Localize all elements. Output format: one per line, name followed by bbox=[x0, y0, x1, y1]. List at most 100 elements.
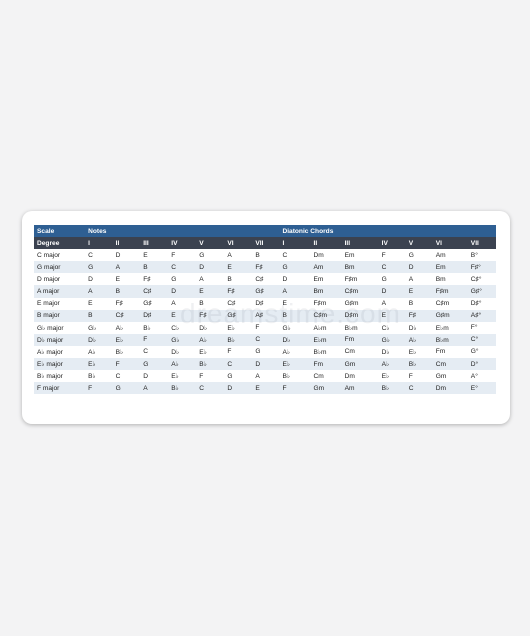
note-cell: C bbox=[112, 370, 141, 383]
note-cell: A♭ bbox=[85, 345, 113, 359]
note-cell: E♭ bbox=[85, 358, 113, 371]
note-cell: A♭ bbox=[168, 358, 197, 371]
chord-cell: G♯m bbox=[341, 297, 379, 310]
notes-degree-1: I bbox=[85, 237, 113, 250]
chords-degree-5: V bbox=[405, 237, 433, 250]
note-cell: B♭ bbox=[140, 321, 169, 334]
chord-cell: E♭m bbox=[432, 321, 468, 334]
note-cell: D♭ bbox=[168, 345, 197, 359]
notes-degree-6: VI bbox=[224, 237, 253, 250]
note-cell: B♭ bbox=[112, 345, 141, 359]
chord-cell: F bbox=[279, 382, 311, 395]
note-cell: C♭ bbox=[168, 321, 197, 334]
chord-cell: A♭ bbox=[405, 333, 433, 346]
note-cell: G bbox=[224, 370, 253, 383]
note-cell: C♯ bbox=[140, 285, 169, 298]
chord-cell: Bm bbox=[341, 261, 379, 274]
note-cell: D♭ bbox=[85, 333, 113, 346]
chord-cell: D bbox=[378, 285, 406, 298]
note-cell: F♯ bbox=[196, 309, 225, 322]
chord-cell: E bbox=[405, 285, 433, 298]
table-row: A♭ major A♭ B♭ C D♭ E♭ F G A♭ B♭m Cm D♭ E♭ Fm G° bbox=[34, 345, 496, 359]
chord-cell: D♯m bbox=[341, 309, 379, 322]
chord-cell: G♯m bbox=[432, 309, 468, 322]
note-cell: A bbox=[140, 382, 169, 395]
chord-cell: E♭ bbox=[405, 345, 433, 359]
chord-cell: Em bbox=[310, 273, 342, 286]
note-cell: B bbox=[196, 297, 225, 310]
chords-header: Diatonic Chords bbox=[279, 225, 496, 238]
chord-cell: B♭m bbox=[432, 333, 468, 346]
chord-cell: D♯° bbox=[467, 297, 496, 310]
note-cell: C bbox=[196, 382, 225, 395]
scale-name-cell: A♭ major bbox=[34, 345, 86, 359]
note-cell: F♯ bbox=[252, 261, 280, 274]
chord-cell: F♯m bbox=[310, 297, 342, 310]
note-cell: E bbox=[112, 273, 141, 286]
degree-header-row: Degree I II III IV V VI VII I II III IV V VI VII bbox=[34, 237, 496, 250]
note-cell: E bbox=[252, 382, 280, 395]
chord-cell: B° bbox=[467, 249, 496, 262]
chord-cell: D bbox=[279, 273, 311, 286]
note-cell: G♯ bbox=[252, 285, 280, 298]
note-cell: G bbox=[112, 382, 141, 395]
chord-cell: Em bbox=[432, 261, 468, 274]
note-cell: G bbox=[252, 345, 280, 359]
scale-name-cell: G major bbox=[34, 261, 86, 274]
group-header-row: Scale Notes Diatonic Chords bbox=[34, 225, 496, 238]
note-cell: A bbox=[168, 297, 197, 310]
scale-name-cell: C major bbox=[34, 249, 86, 262]
note-cell: C♯ bbox=[112, 309, 141, 322]
note-cell: A♯ bbox=[252, 309, 280, 322]
chord-cell: Em bbox=[341, 249, 379, 262]
chord-cell: E♭ bbox=[279, 358, 311, 371]
note-cell: G bbox=[85, 261, 113, 274]
note-cell: C bbox=[85, 249, 113, 262]
chord-cell: D♭ bbox=[378, 345, 406, 359]
note-cell: D♯ bbox=[252, 297, 280, 310]
chord-cell: E bbox=[378, 309, 406, 322]
chord-cell: F♯ bbox=[405, 309, 433, 322]
chord-cell: Bm bbox=[310, 285, 342, 298]
chord-cell: F♯m bbox=[341, 273, 379, 286]
note-cell: F bbox=[140, 333, 169, 346]
note-cell: F bbox=[112, 358, 141, 371]
table-row: B♭ major B♭ C D E♭ F G A B♭ Cm Dm E♭ F Gm A° bbox=[34, 370, 496, 383]
note-cell: F♯ bbox=[140, 273, 169, 286]
chord-cell: Cm bbox=[341, 345, 379, 359]
chord-cell: D bbox=[405, 261, 433, 274]
chords-degree-3: III bbox=[341, 237, 379, 250]
note-cell: E♭ bbox=[168, 370, 197, 383]
note-cell: E♭ bbox=[224, 321, 253, 334]
chord-cell: C bbox=[378, 261, 406, 274]
note-cell: B♭ bbox=[196, 358, 225, 371]
scale-name-cell: B major bbox=[34, 309, 86, 322]
table-row: E♭ major E♭ F G A♭ B♭ C D E♭ Fm Gm A♭ B♭ Cm D° bbox=[34, 358, 496, 371]
note-cell: E bbox=[85, 297, 113, 310]
note-cell: C♯ bbox=[252, 273, 280, 286]
note-cell: B bbox=[252, 249, 280, 262]
chord-cell: E° bbox=[467, 382, 496, 395]
chord-cell: G bbox=[279, 261, 311, 274]
chord-cell: B♭ bbox=[405, 358, 433, 371]
scale-header: Scale bbox=[34, 225, 86, 238]
chord-cell: B♭ bbox=[279, 370, 311, 383]
scale-name-cell: D♭ major bbox=[34, 333, 86, 346]
table-row: F major F G A B♭ C D E F Gm Am B♭ C Dm E° bbox=[34, 382, 496, 395]
chord-cell: G♭ bbox=[378, 333, 406, 346]
chord-cell: G° bbox=[467, 345, 496, 359]
note-cell: D bbox=[252, 358, 280, 371]
degree-label: Degree bbox=[34, 237, 86, 250]
chord-cell: A♭m bbox=[310, 321, 342, 334]
note-cell: E♭ bbox=[196, 345, 225, 359]
chord-cell: D° bbox=[467, 358, 496, 371]
chord-cell: C♯m bbox=[341, 285, 379, 298]
chord-cell: C° bbox=[467, 333, 496, 346]
scale-name-cell: D major bbox=[34, 273, 86, 286]
note-cell: D bbox=[112, 249, 141, 262]
notes-degree-2: II bbox=[112, 237, 141, 250]
note-cell: A♭ bbox=[196, 333, 225, 346]
chord-cell: E♭ bbox=[378, 370, 406, 383]
note-cell: C♯ bbox=[224, 297, 253, 310]
notes-degree-5: V bbox=[196, 237, 225, 250]
